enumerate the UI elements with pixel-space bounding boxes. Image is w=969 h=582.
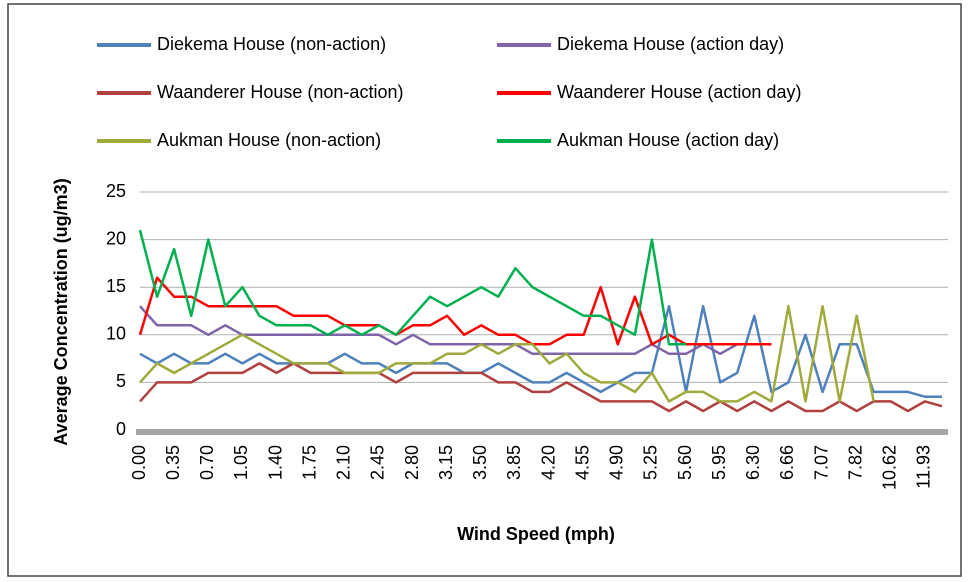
x-tick-label: 0.00: [129, 445, 149, 480]
x-tick-label: 10.62: [880, 445, 900, 490]
y-tick-label: 15: [106, 276, 126, 296]
y-tick-label: 20: [106, 228, 126, 248]
x-tick-label: 3.15: [436, 445, 456, 480]
x-tick-label: 0.70: [197, 445, 217, 480]
x-tick-label: 6.66: [777, 445, 797, 480]
y-tick-label: 5: [116, 371, 126, 391]
y-tick-label: 0: [116, 419, 126, 439]
x-tick-label: 4.90: [607, 445, 627, 480]
x-tick-label: 3.50: [470, 445, 490, 480]
x-tick-label: 6.30: [743, 445, 763, 480]
x-tick-label: 7.07: [811, 445, 831, 480]
x-tick-label: 5.25: [641, 445, 661, 480]
data-line: [138, 229, 686, 346]
x-tick-label: 5.60: [675, 445, 695, 480]
x-tick-label: 0.35: [163, 445, 183, 480]
x-tick-label: 11.93: [914, 445, 934, 489]
data-line: [139, 305, 772, 356]
data-line: [139, 362, 943, 413]
x-tick-label: 1.05: [231, 445, 251, 480]
x-tick-label: 1.75: [299, 445, 319, 480]
x-tick-label: 1.40: [265, 445, 285, 480]
y-tick-label: 25: [106, 181, 126, 201]
y-tick-label: 10: [106, 324, 126, 344]
data-line: [138, 276, 772, 346]
x-tick-label: 2.80: [402, 445, 422, 480]
data-line: [139, 304, 942, 398]
legend-label: Aukman House (action day): [557, 130, 779, 150]
x-tick-label: 4.55: [572, 445, 592, 480]
x-tick-label: 3.85: [504, 445, 524, 480]
x-tick-label: 2.45: [368, 445, 388, 480]
legend-label: Aukman House (non-action): [157, 130, 381, 150]
x-tick-label: 4.20: [538, 445, 558, 480]
x-tick-label: 5.95: [709, 445, 729, 480]
x-tick-label: 7.82: [845, 445, 865, 480]
legend-label: Diekema House (non-action): [157, 34, 386, 54]
legend-label: Diekema House (action day): [557, 34, 784, 54]
data-line: [139, 304, 875, 403]
legend-label: Waanderer House (action day): [557, 82, 801, 102]
x-tick-label: 2.10: [334, 445, 354, 480]
y-axis-title: Average Concentration (ug/m3): [51, 178, 71, 445]
legend-label: Waanderer House (non-action): [157, 82, 403, 102]
x-axis-title: Wind Speed (mph): [457, 524, 615, 544]
